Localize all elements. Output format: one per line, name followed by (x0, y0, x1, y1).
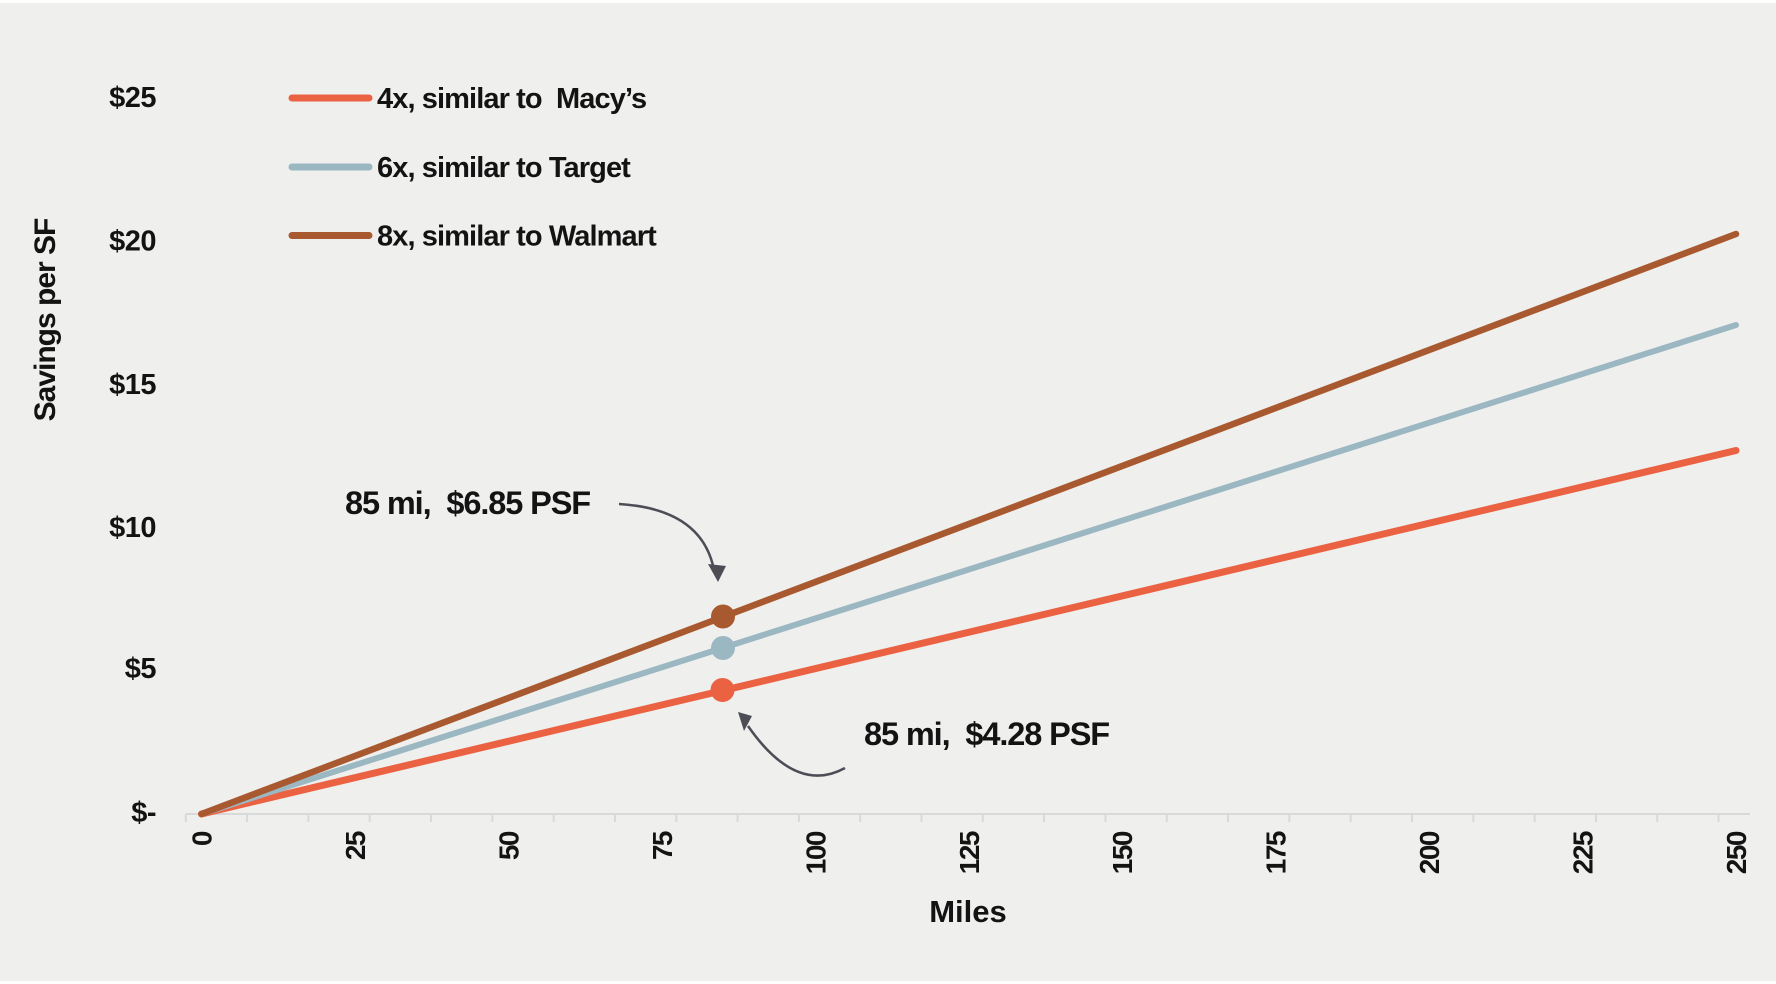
svg-text:Savings per SF: Savings per SF (29, 218, 62, 421)
svg-text:85 mi, $6.85 PSF: 85 mi, $6.85 PSF (345, 485, 590, 521)
svg-text:0: 0 (187, 831, 218, 846)
svg-text:50: 50 (493, 831, 524, 860)
svg-text:200: 200 (1414, 831, 1445, 874)
svg-text:150: 150 (1107, 831, 1138, 874)
svg-text:6x, similar to Target: 6x, similar to Target (377, 152, 631, 184)
svg-text:225: 225 (1568, 831, 1599, 874)
svg-text:85 mi, $4.28 PSF: 85 mi, $4.28 PSF (864, 716, 1109, 752)
svg-text:$-: $- (131, 797, 156, 829)
svg-text:175: 175 (1261, 831, 1292, 874)
svg-text:125: 125 (954, 831, 985, 874)
svg-text:8x, similar to Walmart: 8x, similar to Walmart (377, 221, 657, 253)
svg-text:$10: $10 (109, 512, 156, 544)
svg-text:Miles: Miles (929, 894, 1007, 929)
svg-text:100: 100 (800, 831, 831, 874)
svg-text:$25: $25 (109, 82, 156, 114)
svg-text:75: 75 (647, 831, 678, 860)
svg-text:250: 250 (1721, 831, 1752, 874)
svg-text:$20: $20 (109, 226, 156, 258)
svg-text:25: 25 (340, 831, 371, 860)
svg-text:$15: $15 (109, 369, 156, 401)
svg-text:4x, similar to Macy’s: 4x, similar to Macy’s (377, 83, 646, 115)
svg-text:$5: $5 (125, 653, 157, 685)
